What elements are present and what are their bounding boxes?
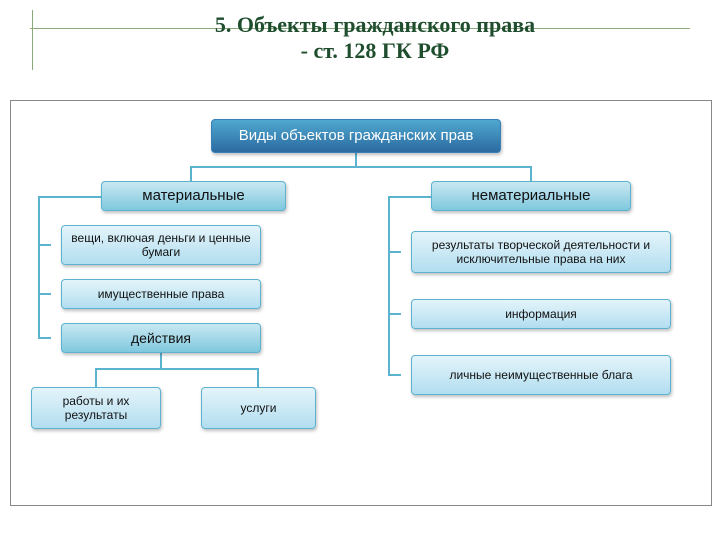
node-root: Виды объектов гражданских прав	[211, 119, 501, 153]
node-services: услуги	[201, 387, 316, 429]
node-label: информация	[505, 307, 577, 321]
node-label: личные неимущественные блага	[449, 368, 632, 382]
node-works: работы и их результаты	[31, 387, 161, 429]
node-label: вещи, включая деньги и ценные бумаги	[70, 231, 252, 260]
node-label: материальные	[142, 187, 244, 205]
node-creative: результаты творческой деятельности и иск…	[411, 231, 671, 273]
title-sideline	[32, 10, 33, 70]
diagram-frame: Виды объектов гражданских прав материальн…	[10, 100, 712, 506]
page-title: 5. Объекты гражданского права - ст. 128 …	[60, 12, 690, 64]
connector-material-actions	[39, 197, 101, 338]
title-line-1: 5. Объекты гражданского права	[60, 12, 690, 38]
node-label: результаты творческой деятельности и иск…	[420, 238, 662, 267]
node-actions: действия	[61, 323, 261, 353]
node-label: нематериальные	[471, 187, 590, 205]
diagram-canvas: Виды объектов гражданских прав материальн…	[11, 101, 711, 505]
node-label: действия	[131, 330, 191, 347]
node-immaterial: нематериальные	[431, 181, 631, 211]
connector-actions-services	[161, 353, 258, 387]
node-prop_rights: имущественные права	[61, 279, 261, 309]
connector-root-material	[191, 153, 356, 181]
title-line-2: - ст. 128 ГК РФ	[60, 38, 690, 64]
node-label: Виды объектов гражданских прав	[239, 127, 474, 145]
node-info: информация	[411, 299, 671, 329]
connector-root-immaterial	[356, 153, 531, 181]
slide-page: 5. Объекты гражданского права - ст. 128 …	[0, 0, 720, 540]
node-material: материальные	[101, 181, 286, 211]
connector-immaterial-personal	[389, 197, 431, 375]
node-label: услуги	[241, 401, 277, 415]
node-things: вещи, включая деньги и ценные бумаги	[61, 225, 261, 265]
node-label: работы и их результаты	[40, 394, 152, 423]
connector-actions-works	[96, 353, 161, 387]
node-personal: личные неимущественные блага	[411, 355, 671, 395]
node-label: имущественные права	[98, 287, 225, 301]
